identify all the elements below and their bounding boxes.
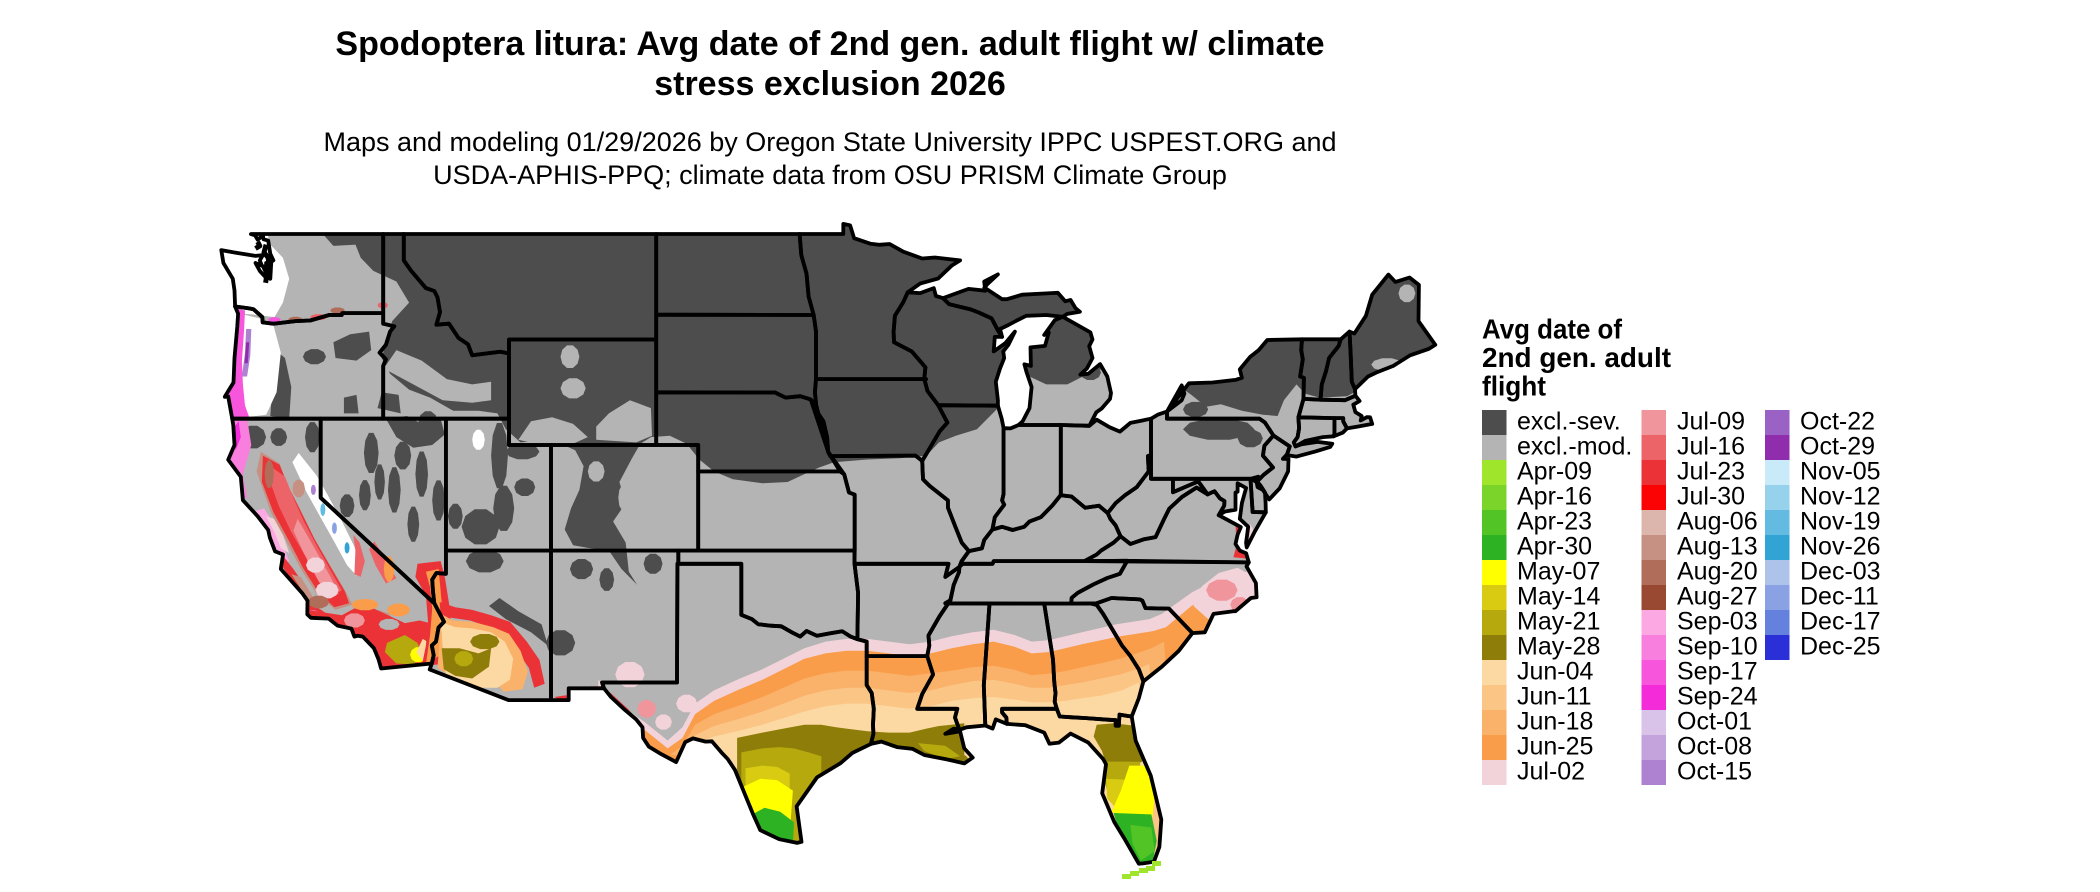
svg-text:Jun-11: Jun-11 [1517, 683, 1592, 711]
svg-text:Oct-01: Oct-01 [1677, 708, 1752, 736]
svg-text:Nov-26: Nov-26 [1800, 533, 1881, 561]
svg-text:Sep-17: Sep-17 [1677, 658, 1758, 686]
svg-text:Jul-02: Jul-02 [1517, 758, 1585, 786]
svg-text:Dec-25: Dec-25 [1800, 633, 1881, 661]
svg-text:Apr-30: Apr-30 [1517, 533, 1592, 561]
svg-text:excl.-sev.: excl.-sev. [1517, 408, 1621, 436]
svg-text:Jul-16: Jul-16 [1677, 433, 1745, 461]
svg-text:May-14: May-14 [1517, 583, 1600, 611]
svg-text:Jun-04: Jun-04 [1517, 658, 1594, 686]
svg-text:Aug-13: Aug-13 [1677, 533, 1758, 561]
svg-text:2nd gen. adult: 2nd gen. adult [1482, 342, 1671, 373]
svg-text:Sep-10: Sep-10 [1677, 633, 1758, 661]
svg-text:Dec-17: Dec-17 [1800, 608, 1881, 636]
svg-text:Oct-22: Oct-22 [1800, 408, 1875, 436]
svg-text:Sep-24: Sep-24 [1677, 683, 1758, 711]
svg-text:Sep-03: Sep-03 [1677, 608, 1758, 636]
svg-text:Apr-09: Apr-09 [1517, 458, 1592, 486]
svg-text:Jun-18: Jun-18 [1517, 708, 1593, 736]
svg-text:Apr-23: Apr-23 [1517, 508, 1592, 536]
svg-text:Jun-25: Jun-25 [1517, 733, 1593, 761]
svg-text:excl.-mod.: excl.-mod. [1517, 433, 1632, 461]
svg-text:Aug-27: Aug-27 [1677, 583, 1758, 611]
svg-text:Jul-30: Jul-30 [1677, 483, 1745, 511]
svg-text:Oct-29: Oct-29 [1800, 433, 1875, 461]
svg-text:Dec-03: Dec-03 [1800, 558, 1881, 586]
svg-text:Jul-23: Jul-23 [1677, 458, 1745, 486]
svg-text:Jul-09: Jul-09 [1677, 408, 1745, 436]
svg-text:Aug-06: Aug-06 [1677, 508, 1758, 536]
svg-text:flight: flight [1482, 371, 1546, 402]
svg-text:May-28: May-28 [1517, 633, 1600, 661]
svg-text:Nov-05: Nov-05 [1800, 458, 1881, 486]
svg-text:Oct-08: Oct-08 [1677, 733, 1752, 761]
svg-text:Aug-20: Aug-20 [1677, 558, 1758, 586]
svg-text:Nov-19: Nov-19 [1800, 508, 1881, 536]
svg-text:Apr-16: Apr-16 [1517, 483, 1592, 511]
svg-text:May-21: May-21 [1517, 608, 1600, 636]
svg-text:May-07: May-07 [1517, 558, 1600, 586]
svg-text:Oct-15: Oct-15 [1677, 758, 1752, 786]
svg-text:Dec-11: Dec-11 [1800, 583, 1879, 611]
svg-text:Avg date of: Avg date of [1482, 314, 1623, 345]
svg-text:Nov-12: Nov-12 [1800, 483, 1881, 511]
